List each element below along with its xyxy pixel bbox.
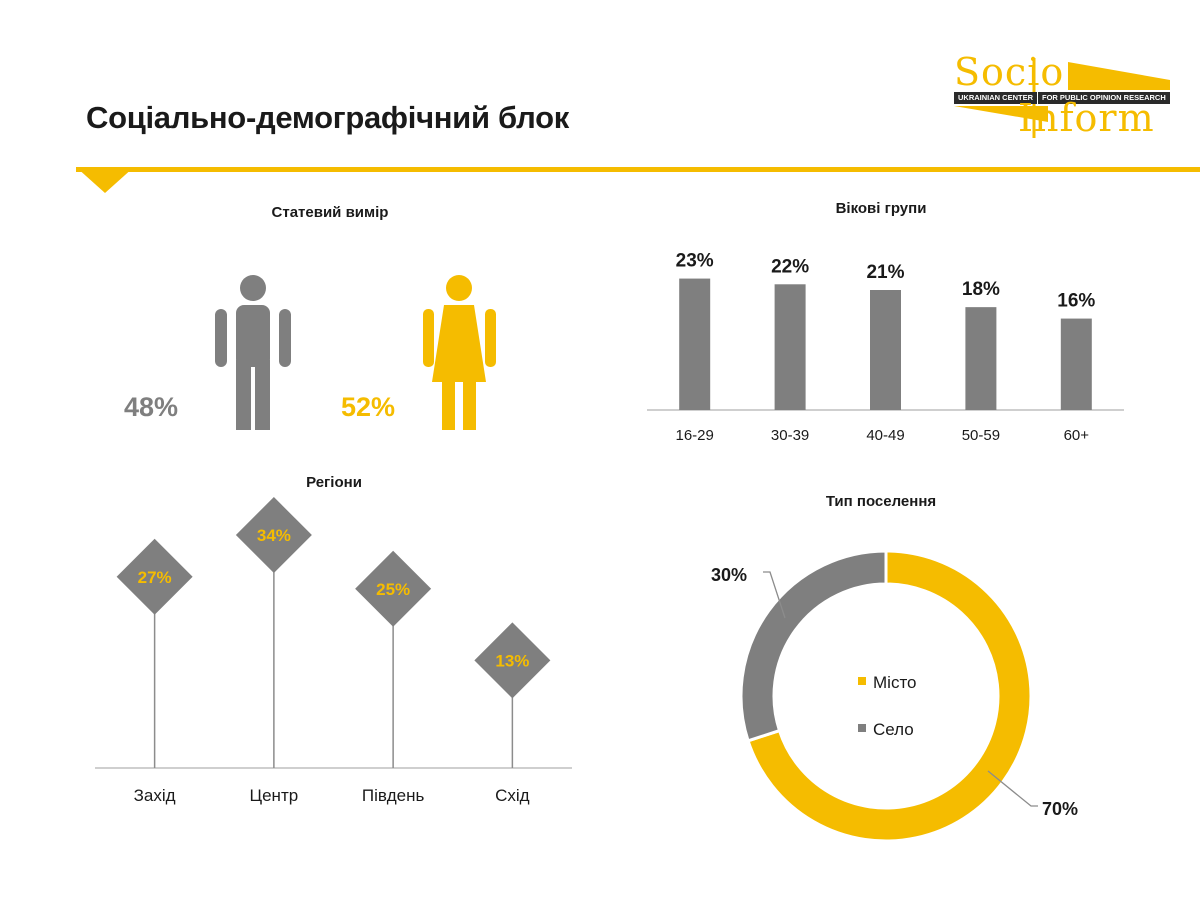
age-bar bbox=[679, 278, 711, 410]
male-percent: 48% bbox=[124, 392, 179, 422]
legend-label-village: Село bbox=[873, 720, 914, 739]
age-bar-value: 18% bbox=[962, 279, 1000, 300]
region-value: 34% bbox=[257, 526, 291, 545]
region-value: 25% bbox=[376, 580, 410, 599]
age-bar-value: 16% bbox=[1057, 291, 1095, 312]
region-diamond bbox=[355, 550, 432, 627]
settlement-slice bbox=[739, 549, 888, 743]
age-title: Вікові групи bbox=[835, 200, 927, 217]
age-bar bbox=[774, 284, 806, 410]
age-category-label: 50-59 bbox=[962, 427, 1000, 444]
gender-title: Статевий вимір bbox=[271, 204, 389, 221]
logo-strip-left: UKRAINIAN CENTER bbox=[958, 93, 1033, 102]
settlement-value-city: 70% bbox=[1042, 799, 1078, 819]
leader-line-village bbox=[763, 571, 786, 619]
page-title: Соціально-демографічний блок bbox=[86, 100, 569, 135]
region-category-label: Схід bbox=[495, 786, 530, 805]
logo-word-socio: Socio bbox=[954, 50, 1065, 94]
region-category-label: Південь bbox=[362, 786, 425, 805]
age-bar bbox=[1060, 318, 1092, 410]
region-diamond bbox=[474, 622, 551, 699]
legend-label-city: Місто bbox=[873, 673, 917, 692]
region-value: 13% bbox=[495, 651, 529, 670]
age-bar bbox=[965, 307, 997, 410]
region-diamond bbox=[116, 538, 193, 615]
settlement-slice bbox=[746, 549, 1033, 843]
region-category-label: Центр bbox=[250, 786, 299, 805]
regions-title: Регіони bbox=[306, 474, 362, 491]
age-bar-value: 23% bbox=[676, 251, 714, 272]
age-category-label: 40-49 bbox=[866, 427, 904, 444]
female-percent: 52% bbox=[341, 392, 396, 422]
age-bar-value: 21% bbox=[866, 262, 904, 283]
region-value: 27% bbox=[138, 568, 172, 587]
leader-line-city bbox=[987, 770, 1038, 807]
legend-swatch-city bbox=[858, 677, 866, 685]
header-divider bbox=[76, 167, 1200, 172]
legend-swatch-village bbox=[858, 724, 866, 732]
header-divider-notch bbox=[76, 167, 134, 193]
age-bar-value: 22% bbox=[771, 256, 809, 277]
age-category-label: 30-39 bbox=[771, 427, 809, 444]
logo-strip: UKRAINIAN CENTER FOR PUBLIC OPINION RESEA… bbox=[954, 92, 1170, 104]
age-bar bbox=[870, 290, 901, 410]
region-diamond bbox=[235, 497, 312, 574]
age-category-label: 16-29 bbox=[676, 427, 714, 444]
socioinform-logo: Socio UKRAINIAN CENTER FOR PUBLIC OPINION… bbox=[948, 50, 1174, 140]
logo-word-inform: Inform bbox=[1018, 96, 1155, 140]
settlement-title: Тип поселення bbox=[825, 493, 937, 510]
region-category-label: Захід bbox=[134, 786, 176, 805]
age-category-label: 60+ bbox=[1064, 427, 1090, 444]
logo-strip-right: FOR PUBLIC OPINION RESEARCH bbox=[1037, 92, 1170, 104]
settlement-value-village: 30% bbox=[711, 565, 747, 585]
